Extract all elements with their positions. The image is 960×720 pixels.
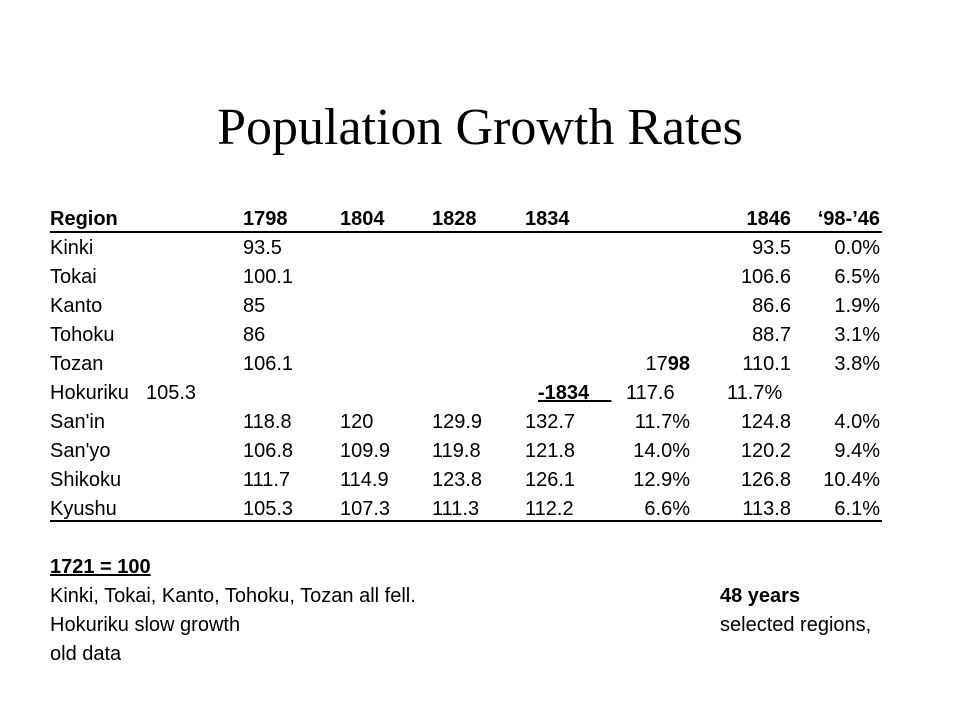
row-value-1798: 106.8 xyxy=(243,440,294,462)
header-underline xyxy=(50,231,882,233)
row-value-1798: 118.8 xyxy=(243,411,292,433)
row-value-1846: 126.8 xyxy=(740,469,791,491)
header-1804: 1804 xyxy=(340,208,385,230)
row-value-1804: 109.9 xyxy=(340,440,391,462)
row-change: 3.8% xyxy=(834,353,880,375)
row-value-1804: 114.9 xyxy=(340,469,389,491)
row-change: 9.4% xyxy=(834,440,880,462)
header-1846: 1846 xyxy=(746,208,792,230)
tozan-overlap-b: 98 xyxy=(667,353,690,375)
row-value-1828: 123.8 xyxy=(432,469,483,491)
row-value-1798: 85 xyxy=(243,295,266,317)
row-change: 1.9% xyxy=(834,295,880,317)
row-percent: 11.7% xyxy=(634,411,690,433)
row-value-1846: 106.6 xyxy=(740,266,791,288)
row-value-1798: 105.3 xyxy=(243,498,294,520)
header-region: Region xyxy=(50,208,118,230)
header-1798: 1798 xyxy=(243,208,288,230)
row-change: 10.4% xyxy=(823,469,880,491)
row-value-1846: 86.6 xyxy=(752,295,791,317)
row-value-1846: 110.1 xyxy=(742,353,791,375)
row-region: San'yo xyxy=(50,440,111,462)
hokuriku-overlap-dash: -1834 xyxy=(538,382,590,404)
header-change: ‘98-’46 xyxy=(817,208,880,230)
row-value-1798: 106.1 xyxy=(243,353,294,375)
fell-note: Kinki, Tokai, Kanto, Tohoku, Tozan all f… xyxy=(50,585,416,607)
slide-title: Population Growth Rates xyxy=(217,99,743,156)
header-1834: 1834 xyxy=(525,208,570,230)
row-value-1804: 107.3 xyxy=(340,498,391,520)
row-change: 3.1% xyxy=(834,324,880,346)
row-value-1834: 126.1 xyxy=(525,469,576,491)
tozan-overlap-label: 1798 xyxy=(610,352,691,376)
row-value-1846: 120.2 xyxy=(740,440,791,462)
row-value-1846: 88.7 xyxy=(752,324,791,346)
hokuriku-value: 117.6 xyxy=(626,382,675,404)
row-percent: 12.9% xyxy=(633,469,690,491)
row-value-1798: 86 xyxy=(243,324,266,346)
hokuriku-percent: 11.7% xyxy=(727,382,783,404)
years-note: 48 years xyxy=(720,585,801,607)
row-region: Kinki xyxy=(50,237,94,259)
slow-growth-note: Hokuriku slow growth xyxy=(50,614,241,636)
row-value-1798: 105.3 xyxy=(146,382,197,404)
row-value-1846: 93.5 xyxy=(752,237,791,259)
row-region: Shikoku xyxy=(50,469,122,491)
tozan-overlap-a: 17 xyxy=(645,353,668,375)
row-region: Kyushu xyxy=(50,498,117,520)
selected-regions-note: selected regions, xyxy=(720,614,872,636)
row-value-1798: 93.5 xyxy=(243,237,282,259)
row-percent: 14.0% xyxy=(633,440,690,462)
old-data-note: old data xyxy=(50,643,122,665)
row-value-1798: 100.1 xyxy=(243,266,294,288)
row-region: Kanto xyxy=(50,295,103,317)
row-value-1804: 120 xyxy=(340,411,374,433)
row-region: Tozan xyxy=(50,353,104,375)
hokuriku-overlap-label: -1834 xyxy=(538,381,611,405)
row-value-1834: 132.7 xyxy=(525,411,576,433)
row-change: 6.5% xyxy=(834,266,880,288)
header-1828: 1828 xyxy=(432,208,477,230)
row-region: Hokuriku xyxy=(50,382,129,404)
row-value-1828: 111.3 xyxy=(432,498,480,520)
row-percent: 6.6% xyxy=(644,498,690,520)
row-value-1846: 124.8 xyxy=(740,411,791,433)
base-year-note: 1721 = 100 xyxy=(50,556,151,578)
row-region: Tohoku xyxy=(50,324,115,346)
row-value-1798: 111.7 xyxy=(243,469,291,491)
row-value-1846: 113.8 xyxy=(742,498,791,520)
row-change: 0.0% xyxy=(834,237,880,259)
row-region: Tokai xyxy=(50,266,97,288)
row-region: San'in xyxy=(50,411,105,433)
row-value-1828: 119.8 xyxy=(432,440,481,462)
table-bottom-underline xyxy=(50,520,882,522)
row-value-1828: 129.9 xyxy=(432,411,483,433)
row-value-1834: 121.8 xyxy=(525,440,576,462)
row-value-1834: 112.2 xyxy=(525,498,574,520)
row-change: 6.1% xyxy=(834,498,880,520)
row-change: 4.0% xyxy=(834,411,880,433)
